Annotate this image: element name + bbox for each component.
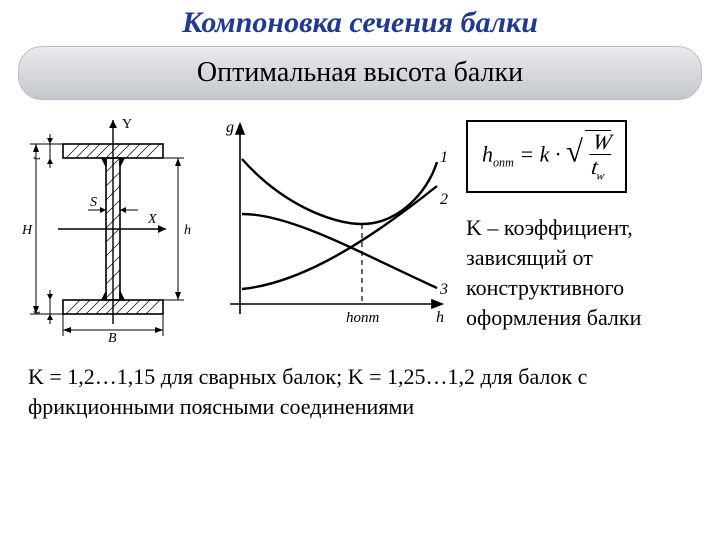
- figure-graph: g h hопт 1 2 3: [212, 114, 452, 344]
- label-S: S: [90, 195, 97, 210]
- curve-label-2: 2: [440, 191, 448, 208]
- curve-1: [242, 159, 437, 224]
- formula-num: W: [589, 131, 615, 155]
- formula-den-sub: w: [595, 168, 605, 182]
- right-column: hопт = k · √Wtw K – коэффициент, зависящ…: [466, 114, 702, 332]
- formula-eq: = k ·: [514, 141, 566, 166]
- curve-label-1: 1: [440, 149, 448, 166]
- formula-h-sub: опт: [493, 156, 514, 170]
- label-X: X: [147, 212, 157, 227]
- subtitle-text: Оптимальная высота балки: [197, 57, 523, 89]
- figure-row: Y X S H: [0, 100, 720, 344]
- axis-g: g: [226, 119, 234, 136]
- label-h: h: [184, 223, 191, 238]
- formula-h: h: [482, 141, 493, 166]
- curve-3: [242, 214, 437, 288]
- label-B: B: [108, 331, 117, 344]
- page-main-title: Компоновка сечения балки: [0, 0, 720, 40]
- formula-box: hопт = k · √Wtw: [466, 120, 627, 193]
- k-description: K – коэффициент, зависящий от конструкти…: [466, 213, 702, 332]
- subtitle-pill: Оптимальная высота балки: [18, 46, 702, 100]
- curve-label-3: 3: [439, 281, 448, 298]
- k-values-text: K = 1,2…1,15 для сварных балок; K = 1,25…: [0, 344, 720, 421]
- label-Y: Y: [122, 117, 132, 132]
- axis-h: h: [436, 309, 444, 326]
- content-area: Y X S H: [0, 100, 720, 421]
- figure-ibeam: Y X S H: [18, 114, 198, 344]
- label-hopt: hопт: [346, 310, 380, 326]
- label-H: H: [21, 223, 33, 238]
